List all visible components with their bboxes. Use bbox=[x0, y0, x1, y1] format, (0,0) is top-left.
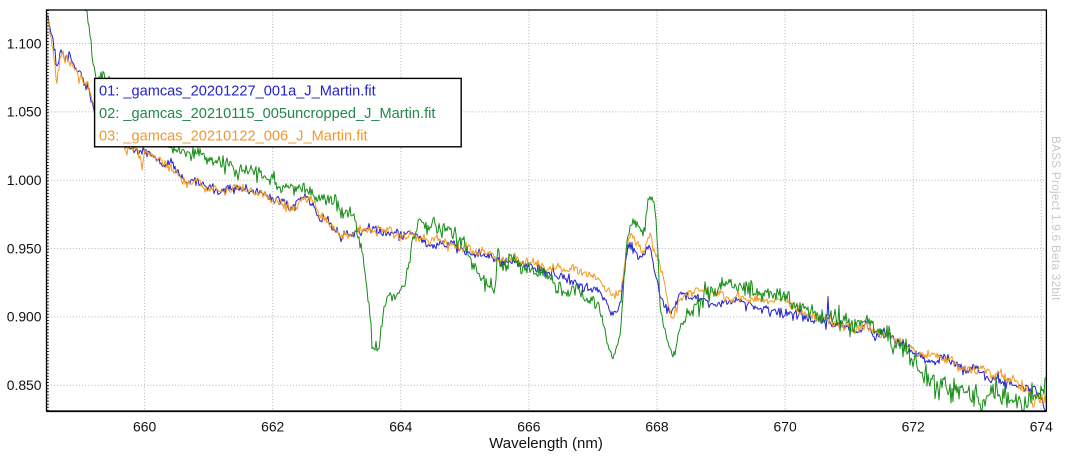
svg-text:BASS Project 1.9.6 Beta 32bit: BASS Project 1.9.6 Beta 32bit bbox=[1049, 136, 1062, 301]
svg-text:02: _gamcas_20210115_005uncrop: 02: _gamcas_20210115_005uncropped_J_Mart… bbox=[99, 106, 435, 122]
svg-text:664: 664 bbox=[389, 419, 412, 435]
svg-text:0.850: 0.850 bbox=[7, 377, 42, 393]
svg-text:0.900: 0.900 bbox=[7, 309, 42, 325]
svg-text:660: 660 bbox=[133, 419, 156, 435]
svg-text:672: 672 bbox=[902, 419, 925, 435]
svg-text:670: 670 bbox=[774, 419, 797, 435]
svg-text:662: 662 bbox=[261, 419, 284, 435]
svg-text:Wavelength (nm): Wavelength (nm) bbox=[489, 435, 603, 452]
svg-text:03: _gamcas_20210122_006_J_Mar: 03: _gamcas_20210122_006_J_Martin.fit bbox=[99, 128, 368, 144]
svg-text:0.950: 0.950 bbox=[7, 240, 42, 256]
svg-text:1.050: 1.050 bbox=[7, 104, 42, 120]
svg-text:668: 668 bbox=[645, 419, 668, 435]
svg-text:666: 666 bbox=[517, 419, 540, 435]
svg-text:674: 674 bbox=[1030, 419, 1053, 435]
svg-text:01: _gamcas_20201227_001a_J_Ma: 01: _gamcas_20201227_001a_J_Martin.fit bbox=[99, 84, 376, 100]
svg-text:1.100: 1.100 bbox=[7, 35, 42, 51]
svg-text:1.000: 1.000 bbox=[7, 172, 42, 188]
